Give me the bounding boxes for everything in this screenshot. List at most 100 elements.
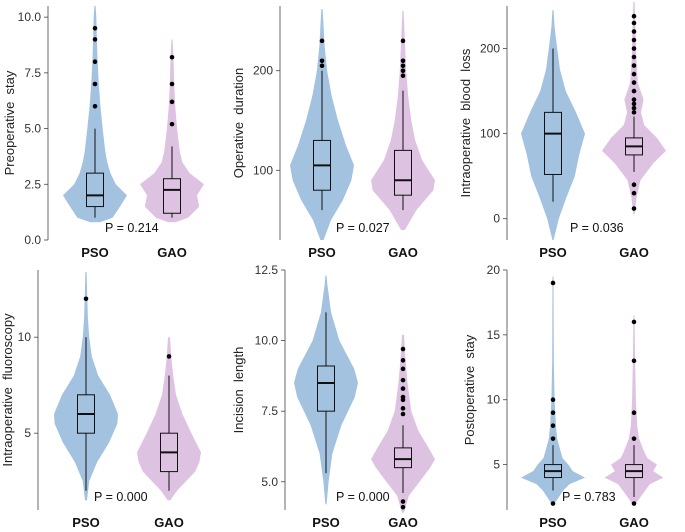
violin-pso (521, 10, 585, 240)
outlier-point (631, 80, 637, 85)
outlier-point (169, 54, 175, 60)
violin-gao (604, 315, 664, 504)
outlier-point (550, 410, 556, 416)
p-value-label: P = 0.036 (570, 221, 624, 235)
y-tick-label: 200 (480, 42, 500, 56)
outlier-point (400, 73, 406, 79)
y-axis-title: Preoperative stay (2, 70, 17, 175)
violin-pso (521, 276, 585, 504)
outlier-point (400, 394, 406, 400)
outlier-point (92, 59, 98, 65)
panel-3: 0 100 200 Intraoperative blood loss PSO GAO P … (458, 1, 666, 260)
outlier-point (550, 501, 556, 506)
y-tick-label: 12.5 (255, 263, 279, 277)
outlier-point (400, 377, 406, 383)
outlier-point (400, 63, 406, 69)
outlier-point (631, 13, 637, 19)
outlier-point (400, 58, 406, 64)
y-tick-label: 0 (493, 212, 500, 226)
category-label: PSO (308, 245, 335, 260)
y-tick-label: 5.0 (24, 122, 41, 136)
y-tick-label: 100 (480, 127, 500, 141)
outlier-point (631, 20, 637, 26)
outlier-point (400, 38, 406, 44)
box-pso (544, 111, 562, 175)
y-axis-title: Incision length (231, 347, 246, 434)
category-label: PSO (539, 515, 566, 530)
panel-5: 5.0 7.5 10.0 12.5 Incision length PSO GAO P = 0… (231, 263, 435, 530)
y-tick-label: 7.5 (261, 404, 278, 418)
outlier-point (400, 411, 406, 417)
y-axis-title: Intraoperative fluoroscopy (0, 313, 15, 467)
outlier-point (631, 88, 637, 94)
y-tick-label: 10.0 (255, 334, 279, 348)
outlier-point (400, 504, 406, 510)
outlier-point (92, 81, 98, 87)
outlier-point (631, 190, 637, 196)
outlier-point (400, 68, 406, 74)
outlier-point (631, 97, 637, 102)
violin-gao (140, 39, 204, 223)
panel-2: 100 200 Operative duration PSO GAO P = 0.027 (231, 6, 435, 260)
outlier-point (400, 406, 406, 411)
outlier-point (631, 319, 637, 325)
outlier-point (92, 25, 98, 31)
outlier-point (631, 71, 637, 77)
outlier-point (319, 63, 325, 69)
y-tick-label: 15 (487, 328, 501, 342)
outlier-point (550, 280, 556, 286)
outlier-point (166, 354, 172, 359)
y-tick-label: 5.0 (261, 475, 278, 489)
outlier-point (631, 37, 637, 43)
box-pso (317, 365, 335, 412)
outlier-point (631, 101, 637, 107)
outlier-point (631, 206, 637, 211)
y-tick-label: 5 (493, 458, 500, 472)
outlier-point (169, 121, 175, 127)
outlier-point (631, 358, 637, 364)
violin-gao (371, 334, 435, 513)
category-label: PSO (539, 245, 566, 260)
outlier-point (631, 46, 637, 51)
y-tick-label: 10 (487, 393, 501, 407)
y-axis-title: Postoperative stay (462, 334, 477, 445)
outlier-point (550, 397, 556, 403)
p-value-label: P = 0.027 (336, 221, 390, 235)
outlier-point (319, 38, 325, 44)
category-label: GAO (388, 515, 418, 530)
outlier-point (92, 37, 98, 42)
category-label: PSO (72, 515, 99, 530)
category-label: GAO (157, 245, 187, 260)
y-tick-label: 10 (18, 330, 32, 344)
y-tick-label: 100 (253, 163, 273, 177)
outlier-point (631, 54, 637, 60)
p-value-label: P = 0.000 (94, 490, 148, 504)
outlier-point (631, 29, 637, 34)
y-axis-title: Operative duration (231, 68, 246, 179)
outlier-point (400, 366, 406, 372)
outlier-point (631, 410, 637, 416)
outlier-point (400, 386, 406, 391)
outlier-point (400, 346, 406, 352)
panel-1: 0.0 2.5 5.0 7.5 10.0 Preoperative stay PSO GAO P… (2, 6, 204, 260)
box-gao (394, 447, 412, 469)
outlier-point (400, 358, 406, 363)
y-tick-label: 10.0 (18, 10, 42, 24)
category-label: GAO (388, 245, 418, 260)
outlier-point (400, 499, 406, 504)
outlier-point (550, 423, 556, 428)
box-gao (394, 149, 412, 196)
p-value-label: P = 0.783 (562, 490, 616, 504)
p-value-label: P = 0.000 (336, 490, 390, 504)
category-label: GAO (619, 245, 649, 260)
category-label: PSO (312, 515, 339, 530)
outlier-point (550, 436, 556, 441)
outlier-point (169, 81, 175, 87)
box-pso (86, 172, 104, 208)
y-tick-label: 7.5 (24, 66, 41, 80)
outlier-point (169, 99, 175, 105)
outlier-point (631, 63, 637, 68)
